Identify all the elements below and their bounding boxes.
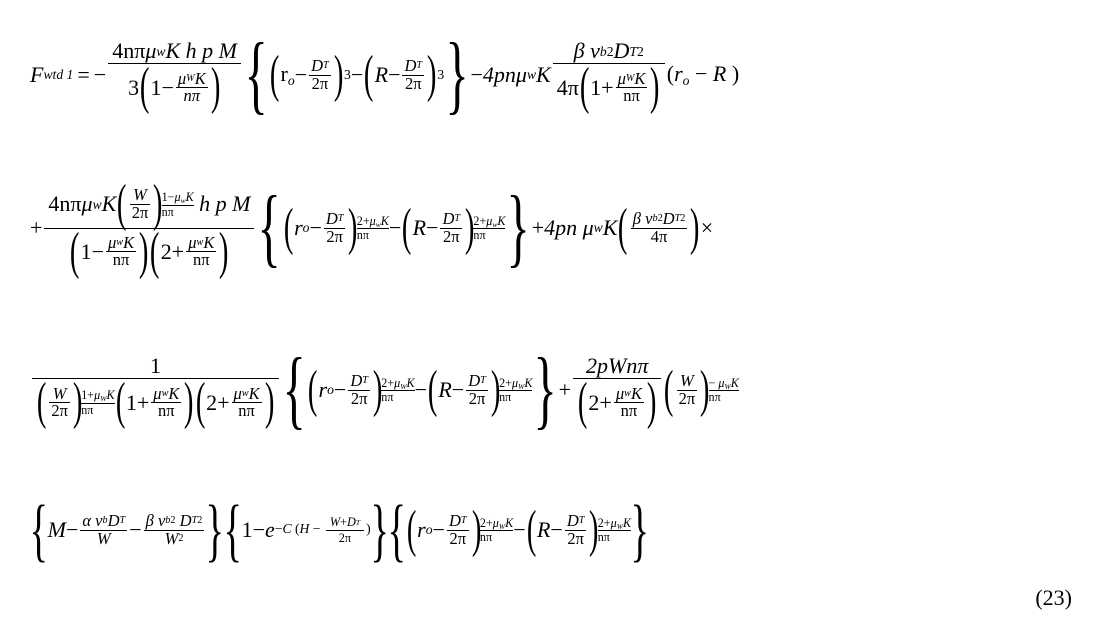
power-3b: 3 (437, 68, 444, 82)
equation-page: F wtd 1 = − 4nπ μw K h p M 3 ( 1 − μWK n… (0, 0, 1108, 621)
exponent-2-plus-a: 2+μwK nπ (357, 215, 389, 242)
equation-row-3: 1 ( W2π ) 1+μWK nπ ( 1 + μwK nπ ) (30, 320, 1078, 460)
times-symbol: × (701, 217, 713, 239)
minus-1: − (94, 64, 106, 86)
equation-number: (23) (1035, 585, 1072, 611)
exponent-neg: − μWK nπ (709, 377, 739, 404)
equals-sign: = (73, 64, 93, 86)
term3-fraction: 4nπ μw K ( W2π ) 1−μwK nπ h p M ( 1 − (44, 181, 254, 274)
lhs-symbol: F (30, 64, 43, 86)
r-minus-R: (ro − R ) (667, 63, 739, 87)
equation-row-2: + 4nπ μw K ( W2π ) 1−μwK nπ h p M ( (30, 158, 1078, 298)
term6-fraction: 2pWnπ ( 2 + μwK nπ ) (573, 354, 661, 425)
term1-fraction: 4nπ μw K h p M 3 ( 1 − μWK nπ ) (108, 39, 241, 110)
equation-row-1: F wtd 1 = − 4nπ μw K h p M 3 ( 1 − μWK n… (30, 16, 1078, 134)
term2-fraction: β vb2 DT2 4π ( 1 + μWK nπ ) (553, 39, 665, 110)
exponential-exponent: −C (H − W+DT 2π ) (275, 515, 371, 545)
term1-den: 3 ( 1 − μWK nπ ) (124, 64, 225, 110)
term1-num: 4nπ μw K h p M (108, 39, 241, 63)
exponent-2-plus-b: 2+μwK nπ (473, 215, 505, 242)
exponent-1-minus: 1−μwK nπ (162, 191, 194, 218)
r-o: ro (281, 63, 295, 87)
lhs-subscript: wtd 1 (43, 68, 73, 82)
rbrace-1: } (446, 35, 469, 114)
power-3a: 3 (344, 68, 351, 82)
equation-row-4: { M − α vb DT W − β vb2 DT2 W2 } { 1 − e (30, 480, 1078, 580)
term5-fraction: 1 ( W2π ) 1+μWK nπ ( 1 + μwK nπ ) (32, 354, 279, 425)
lbrace-1: { (244, 35, 267, 114)
